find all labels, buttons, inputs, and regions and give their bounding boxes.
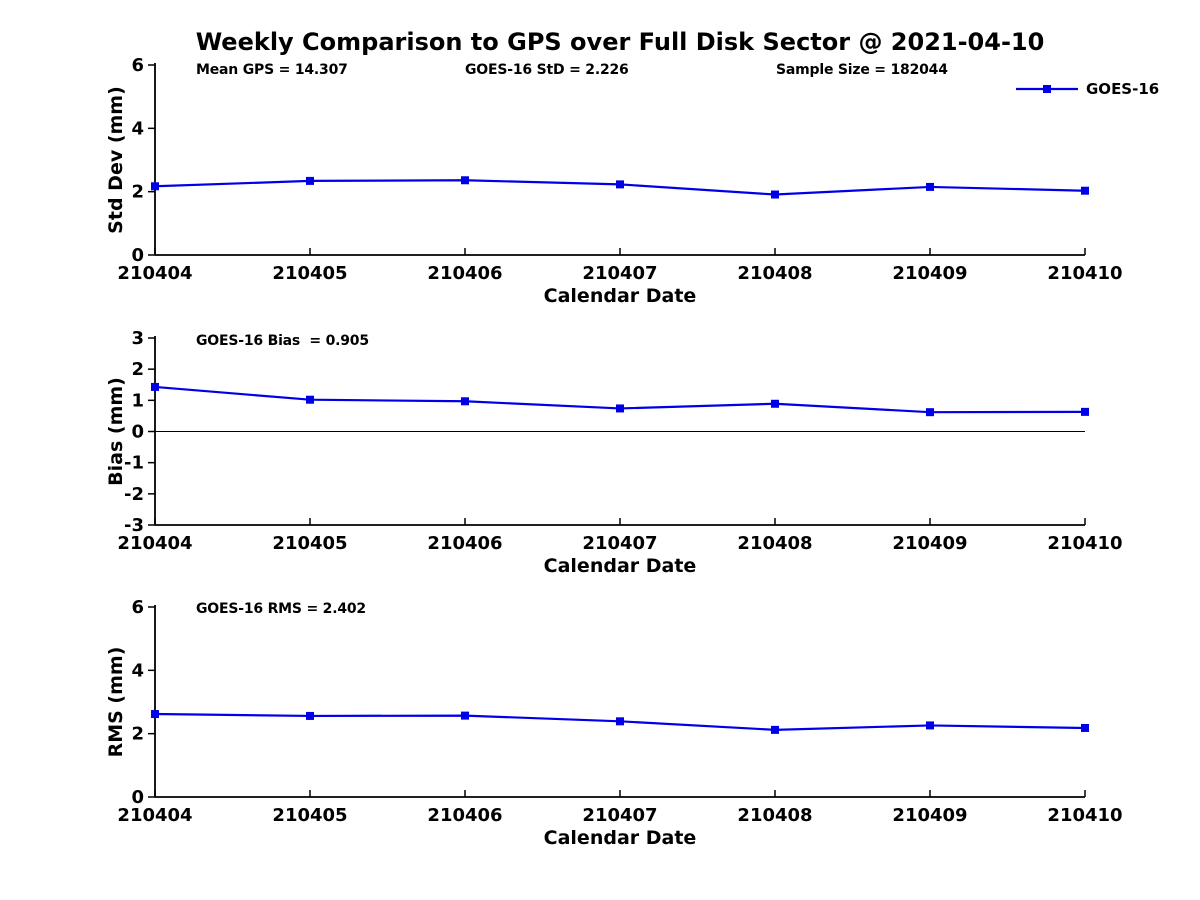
legend-label: GOES-16 <box>1086 80 1159 98</box>
data-point-marker <box>771 399 779 408</box>
y-tick-label: 2 <box>131 724 144 745</box>
data-point-marker <box>151 182 159 191</box>
x-tick-label: 210410 <box>1047 533 1122 554</box>
y-tick-label: 4 <box>131 118 144 139</box>
subplot-bias-mm-: -3 -2 -1 0 1 2 3 210404 210405 210406 210407 210408… <box>105 328 1123 577</box>
y-tick-label: 2 <box>131 182 144 203</box>
annotation-text: GOES-16 StD = 2.226 <box>465 62 629 78</box>
annotation-text: GOES-16 Bias = 0.905 <box>196 333 369 349</box>
x-axis-title: Calendar Date <box>544 285 697 307</box>
annotation-text: Sample Size = 182044 <box>776 62 948 78</box>
x-tick-label: 210408 <box>737 263 812 284</box>
annotation-text: Mean GPS = 14.307 <box>196 62 348 78</box>
x-tick-label: 210409 <box>892 263 967 284</box>
x-tick-label: 210406 <box>427 263 502 284</box>
data-point-marker <box>1081 186 1089 195</box>
y-tick-label: 6 <box>131 597 144 618</box>
y-tick-label: 2 <box>131 359 144 380</box>
legend-marker <box>1043 85 1051 93</box>
y-axis-title: Bias (mm) <box>105 377 127 486</box>
x-tick-label: 210407 <box>582 263 657 284</box>
data-point-marker <box>1081 723 1089 732</box>
annotation-text: GOES-16 RMS = 2.402 <box>196 601 366 617</box>
data-point-marker <box>306 395 314 404</box>
data-point-marker <box>926 408 934 417</box>
data-point-marker <box>616 180 624 189</box>
data-point-marker <box>616 404 624 413</box>
data-point-marker <box>616 717 624 726</box>
x-tick-label: 210405 <box>272 533 347 554</box>
data-point-marker <box>1081 407 1089 416</box>
x-tick-label: 210410 <box>1047 263 1122 284</box>
x-tick-label: 210404 <box>117 533 192 554</box>
x-axis-title: Calendar Date <box>544 555 697 577</box>
x-tick-label: 210405 <box>272 263 347 284</box>
data-point-marker <box>461 176 469 185</box>
x-tick-label: 210404 <box>117 805 192 826</box>
y-tick-label: 6 <box>131 55 144 76</box>
y-tick-label: 0 <box>131 245 144 266</box>
subplot-std-dev-mm-: 0 2 4 6 210404 210405 210406 210407 210408 210409… <box>105 55 1159 307</box>
subplot-rms-mm-: 0 2 4 6 210404 210405 210406 210407 210408 210409… <box>105 597 1123 849</box>
x-tick-label: 210409 <box>892 805 967 826</box>
data-point-marker <box>926 182 934 191</box>
data-point-marker <box>461 397 469 406</box>
x-tick-label: 210410 <box>1047 805 1122 826</box>
x-tick-label: 210406 <box>427 805 502 826</box>
x-tick-label: 210404 <box>117 263 192 284</box>
y-tick-label: -1 <box>124 453 144 474</box>
y-tick-label: 1 <box>131 390 144 411</box>
chart-title: Weekly Comparison to GPS over Full Disk … <box>195 28 1045 56</box>
y-tick-label: -3 <box>124 515 144 536</box>
x-tick-label: 210407 <box>582 533 657 554</box>
y-tick-label: 0 <box>131 787 144 808</box>
y-tick-label: 4 <box>131 660 144 681</box>
data-point-marker <box>771 190 779 199</box>
y-tick-label: 3 <box>131 328 144 349</box>
x-tick-label: 210408 <box>737 805 812 826</box>
y-axis-title: Std Dev (mm) <box>105 86 127 234</box>
x-tick-label: 210406 <box>427 533 502 554</box>
data-point-marker <box>151 710 159 719</box>
x-tick-label: 210405 <box>272 805 347 826</box>
y-tick-label: 0 <box>131 422 144 443</box>
x-tick-label: 210409 <box>892 533 967 554</box>
y-tick-label: -2 <box>124 484 144 505</box>
data-point-marker <box>306 711 314 720</box>
legend: GOES-16 <box>1016 80 1159 98</box>
data-point-marker <box>771 725 779 734</box>
x-axis-title: Calendar Date <box>544 827 697 849</box>
x-tick-label: 210407 <box>582 805 657 826</box>
data-point-marker <box>306 176 314 185</box>
x-tick-label: 210408 <box>737 533 812 554</box>
data-point-marker <box>926 721 934 730</box>
data-point-marker <box>461 711 469 720</box>
y-axis-title: RMS (mm) <box>105 647 127 758</box>
data-point-marker <box>151 382 159 391</box>
